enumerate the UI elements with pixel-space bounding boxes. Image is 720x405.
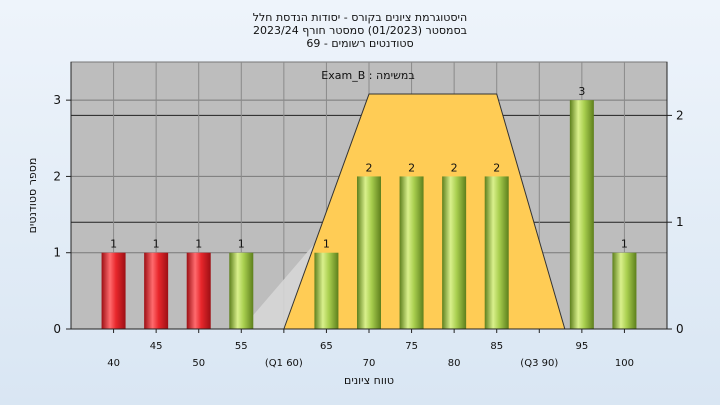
histogram-bar <box>357 176 381 329</box>
y-tick-label: 0 <box>53 322 61 336</box>
histogram-bar <box>399 176 424 329</box>
x-tick-label: 95 <box>575 341 588 352</box>
x-tick-label: 55 <box>235 341 248 352</box>
x-tick-label: 50 <box>192 358 205 369</box>
x-tick-label: 45 <box>150 341 163 352</box>
y-tick-label: 3 <box>53 93 61 107</box>
histogram-bar <box>612 252 637 329</box>
right-y-tick-label: 2 <box>676 108 684 122</box>
right-y-tick-label: 1 <box>676 215 684 229</box>
histogram-bar <box>442 176 467 329</box>
histogram-bar <box>144 252 169 329</box>
bar-value-label: 1 <box>153 238 160 251</box>
histogram-bar <box>484 176 509 329</box>
bar-value-label: 2 <box>366 161 373 174</box>
right-y-tick-label: 0 <box>676 322 684 336</box>
bar-value-label: 1 <box>323 238 330 251</box>
bar-value-label: 1 <box>621 238 628 251</box>
histogram-bar <box>186 252 211 329</box>
bar-value-label: 2 <box>451 161 458 174</box>
bar-value-label: 2 <box>408 161 415 174</box>
chart-title-line2: בסמסטר (01/2023) סמסטר חורף 2023/24 <box>253 24 467 37</box>
chart-title-line3: סטודנטים רשומים - 69 <box>306 37 414 50</box>
x-tick-label: (Q1 60) <box>265 358 303 369</box>
x-tick-label: 80 <box>448 358 461 369</box>
x-tick-label: 75 <box>405 341 418 352</box>
histogram-bar <box>569 100 594 330</box>
bar-value-label: 1 <box>195 238 202 251</box>
histogram-bar <box>229 252 254 329</box>
x-tick-label: 70 <box>363 358 376 369</box>
x-tick-label: 65 <box>320 341 333 352</box>
histogram-bar <box>101 252 126 329</box>
bar-value-label: 3 <box>578 85 585 98</box>
x-tick-label: 85 <box>490 341 503 352</box>
y-tick-label: 2 <box>53 169 61 183</box>
y-axis-title: מספר סטודנטים <box>26 158 39 234</box>
exam-annotation: במשימה : Exam_B <box>321 69 414 82</box>
bar-value-label: 1 <box>110 238 117 251</box>
bar-value-label: 2 <box>493 161 500 174</box>
x-axis-title: טווח ציונים <box>344 374 394 387</box>
histogram-bar <box>314 252 339 329</box>
x-tick-label: (Q3 90) <box>520 358 558 369</box>
x-tick-label: 40 <box>107 358 120 369</box>
bar-value-label: 1 <box>238 238 245 251</box>
chart-title-line1: היסטוגרמת ציונים בקורס - יסודות הנדסת חל… <box>252 11 468 24</box>
y-tick-label: 1 <box>53 246 61 260</box>
x-tick-label: 100 <box>615 358 634 369</box>
